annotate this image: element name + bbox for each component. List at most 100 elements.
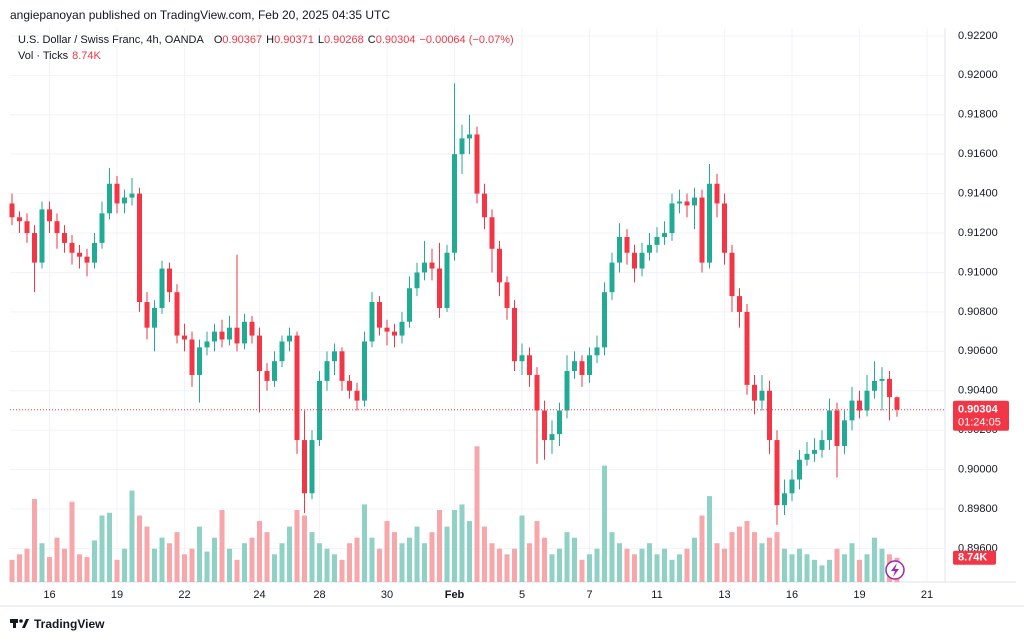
volume-bar [834,548,840,582]
volume-bar [77,554,82,582]
volume-bar [519,515,525,582]
x-tick-label: 19 [853,589,865,601]
candle-body [834,410,840,446]
x-tick-label: Feb [445,589,465,601]
candle-body [617,236,622,263]
legend-ohlc: U.S. Dollar / Swiss Franc, 4h, OANDA O0.… [18,34,514,46]
candle-body [542,410,547,441]
symbol: U.S. Dollar / Swiss Franc, 4h, OANDA [18,34,204,46]
ohlc-label: L [317,34,324,46]
volume-bar [69,501,75,582]
candle-body [92,242,97,263]
candle-body [9,203,15,218]
candle-body [429,262,435,269]
x-tick-label: 16 [43,589,55,601]
candle-body [399,321,405,336]
volume-bar [219,509,225,582]
volume-bar [339,559,345,582]
volume-tag-label: 8.74K [958,552,987,564]
volume-bar [752,532,757,582]
volume-bar [684,548,690,582]
volume-bar [842,554,847,582]
candle-body [84,256,90,263]
candle-body [39,209,45,263]
volume-bar [557,548,562,582]
legend-volume: Vol · Ticks 8.74K [18,50,101,62]
candle-body [414,272,420,289]
y-tick-label: 0.92000 [958,69,998,81]
brand-logo [10,619,29,628]
candle-body [564,371,570,411]
candle-body [332,351,337,362]
candle-body [842,420,847,446]
candle-body [24,221,30,234]
volume-bar [527,543,532,582]
candle-body [602,292,607,348]
x-tick-label: 5 [519,589,525,601]
x-tick-label: 13 [718,589,730,601]
volume-bar [317,543,322,582]
candle-body [669,203,675,234]
volume-bar [849,543,855,582]
volume-bar [579,559,585,582]
candle-body [167,268,172,293]
last-price-label: 0.90304 [958,404,999,416]
volume-bar [309,532,315,582]
candle-body [557,410,562,435]
volume-bar [587,554,592,582]
low-value: 0.90268 [324,34,364,46]
volume-bar [497,548,502,582]
candle-body [54,221,60,234]
volume-bar [99,515,105,582]
y-tick-label: 0.90600 [958,345,998,357]
volume-bar [122,548,127,582]
candle-body [849,400,855,421]
y-tick-label: 0.90000 [958,464,998,476]
replay-icon[interactable] [885,560,905,580]
volume-bar [722,548,727,582]
candle-body [354,390,360,401]
volume-bar [114,559,120,582]
volume-bar [144,526,150,582]
candle-body [512,307,517,362]
candle-body [504,282,510,308]
volume-bar [107,512,112,582]
candle-body [729,252,735,297]
candle-body [279,341,285,362]
volume-bar [789,554,795,582]
candle-body [182,335,187,340]
candle-body [407,288,412,322]
candle-body [392,331,397,336]
volume-bar [204,551,210,582]
candle-body [827,410,832,441]
candle-body [654,236,660,245]
candle-body [894,397,900,410]
candle-body [174,292,180,336]
volume-bar [474,446,480,582]
volume-bar [182,554,187,582]
volume-bar [332,554,337,582]
candle-body [234,327,240,344]
candle-body [377,302,382,328]
volume-bar [879,548,885,582]
brand: TradingView [34,617,105,631]
volume-bar [287,526,292,582]
volume-bar [167,543,172,582]
volume-bar [354,537,360,582]
candle-body [219,331,225,340]
volume-bar [212,537,217,582]
volume-bar [257,521,262,582]
candle-body [887,378,892,398]
volume-bar [459,504,465,582]
candle-body [152,307,157,328]
volume-bar [242,543,247,582]
volume-bar [137,515,142,582]
candle-body [242,321,247,344]
candle-body [647,244,652,253]
volume-bar [369,537,375,582]
volume-bar [264,532,270,582]
volume-bar [669,559,675,582]
volume-bar [129,490,135,582]
